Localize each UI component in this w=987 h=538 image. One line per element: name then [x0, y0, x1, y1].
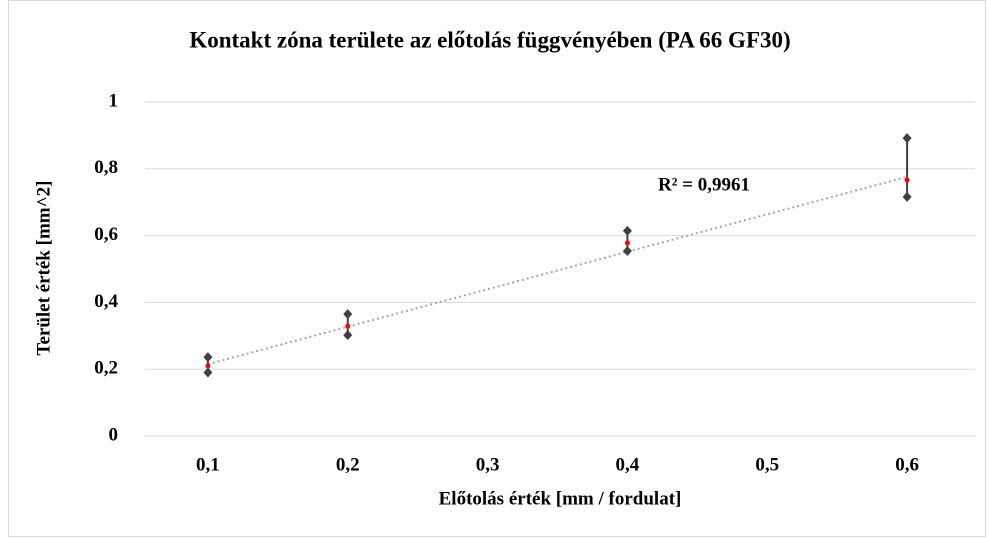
- y-tick-label: 0,2: [94, 358, 118, 379]
- x-tick-label: 0,2: [336, 454, 360, 475]
- y-tick-label: 0,4: [94, 291, 118, 312]
- chart-title: Kontakt zóna területe az előtolás függvé…: [189, 27, 790, 52]
- mean-point: [345, 323, 351, 329]
- x-tick-label: 0,1: [196, 454, 220, 475]
- chart-border: [8, 0, 986, 537]
- x-tick-label: 0,6: [895, 454, 919, 475]
- marker: [203, 352, 213, 363]
- y-tick-label: 0,6: [94, 224, 118, 245]
- trendline: [207, 175, 908, 366]
- annotation: R² = 0,9961: [658, 174, 750, 195]
- marker: [343, 330, 353, 341]
- mean-point: [904, 177, 910, 183]
- marker: [902, 133, 912, 144]
- marker: [622, 245, 632, 256]
- mean-point: [205, 363, 211, 369]
- marker: [902, 191, 912, 202]
- x-tick-label: 0,5: [755, 454, 779, 475]
- marker: [343, 309, 353, 320]
- x-tick-label: 0,3: [476, 454, 500, 475]
- marker: [203, 367, 213, 378]
- x-axis-label: Előtolás érték [mm / fordulat]: [439, 488, 682, 509]
- x-tick-label: 0,4: [616, 454, 640, 475]
- y-tick-label: 1: [109, 90, 119, 111]
- mean-point: [624, 240, 630, 246]
- marker: [622, 225, 632, 236]
- y-axis-label: Terület érték [mm^2]: [33, 181, 54, 356]
- y-tick-label: 0,8: [94, 157, 118, 178]
- y-tick-label: 0: [109, 424, 119, 445]
